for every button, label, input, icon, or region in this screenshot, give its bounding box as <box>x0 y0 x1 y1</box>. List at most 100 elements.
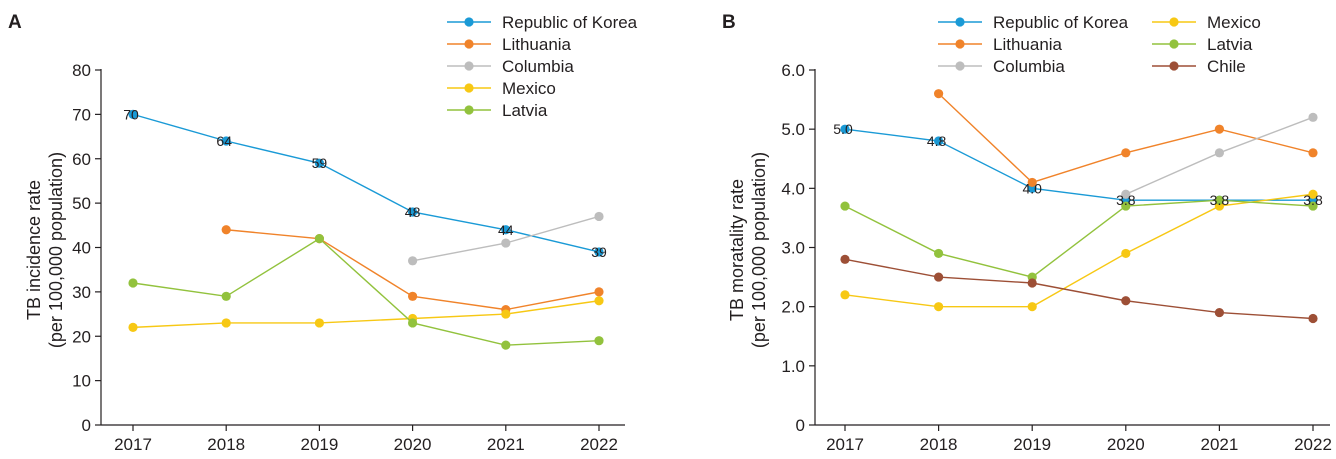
data-point <box>221 291 231 301</box>
x-tick-label: 2020 <box>394 435 432 454</box>
data-point <box>594 211 604 222</box>
series-latvia <box>840 195 1318 282</box>
data-label: 59 <box>312 155 328 171</box>
data-point <box>221 225 231 235</box>
data-point <box>1214 148 1224 158</box>
series-mexico <box>128 296 604 332</box>
legend-label: Republic of Korea <box>993 13 1129 32</box>
legend-label: Mexico <box>502 79 556 98</box>
x-tick-label: 2019 <box>1013 435 1051 454</box>
legend-swatch-marker <box>955 17 965 27</box>
y-tick-label: 1.0 <box>781 357 805 376</box>
y-tick-label: 5.0 <box>781 120 805 139</box>
x-tick-label: 2018 <box>207 435 245 454</box>
data-label: 48 <box>405 204 421 220</box>
data-point <box>1214 124 1224 134</box>
series-line <box>844 128 1313 201</box>
legend-item: Latvia <box>447 101 548 120</box>
legend-swatch-marker <box>1169 17 1179 27</box>
y-tick-label: 0 <box>796 416 805 435</box>
y-tick-label: 40 <box>72 239 91 258</box>
series-latvia <box>128 234 604 350</box>
series-columbia <box>408 211 604 266</box>
legend-label: Lithuania <box>993 35 1063 54</box>
data-point <box>934 248 944 259</box>
x-tick-label: 2022 <box>1294 435 1332 454</box>
series-columbia <box>1121 112 1318 199</box>
series-line <box>844 258 1314 320</box>
data-label: 44 <box>498 222 514 238</box>
legend: Republic of Korea Lithuania Columbia Mexico… <box>938 13 1261 76</box>
legend-label: Chile <box>1207 57 1246 76</box>
data-label: 3.8 <box>1116 192 1136 208</box>
legend-swatch-marker <box>464 17 474 27</box>
y-tick-label: 0 <box>82 416 91 435</box>
y-tick-label: 10 <box>72 372 91 391</box>
legend-swatch-marker <box>955 61 965 71</box>
data-label: 4.8 <box>927 133 947 149</box>
data-label: 4.0 <box>1022 180 1042 196</box>
data-point <box>501 340 511 350</box>
series-line <box>132 237 600 346</box>
panel-letter: A <box>8 12 22 33</box>
x-tick-label: 2017 <box>826 435 864 454</box>
legend-item: Chile <box>1152 57 1246 76</box>
legend-item: Columbia <box>938 57 1065 76</box>
data-point <box>1121 248 1131 259</box>
data-point <box>840 254 850 264</box>
data-point <box>501 238 511 248</box>
data-point <box>1027 278 1037 288</box>
y-tick-label: 70 <box>72 105 91 124</box>
series-mexico <box>840 189 1318 312</box>
data-point <box>408 318 418 328</box>
legend-label: Lithuania <box>502 35 572 54</box>
y-axis-title: TB moratality rate <box>727 179 747 321</box>
data-point <box>1027 302 1037 312</box>
series-line <box>844 193 1314 308</box>
data-label: 64 <box>216 133 232 149</box>
data-point <box>1121 296 1131 306</box>
legend-item: Lithuania <box>938 35 1063 54</box>
legend-swatch-marker <box>955 39 965 49</box>
data-label: 3.8 <box>1303 192 1323 208</box>
data-point <box>408 207 418 217</box>
legend-item: Republic of Korea <box>938 13 1129 32</box>
data-point <box>934 136 944 146</box>
data-point <box>594 296 604 306</box>
data-point <box>594 247 604 257</box>
legend-swatch-marker <box>464 83 474 93</box>
series-lithuania <box>221 225 604 315</box>
series-line <box>844 199 1314 278</box>
data-label: 39 <box>591 244 607 260</box>
y-tick-label: 2.0 <box>781 298 805 317</box>
series-republic-of-korea <box>128 109 604 257</box>
legend-swatch-marker <box>464 61 474 71</box>
legend-label: Latvia <box>1207 35 1253 54</box>
data-point <box>1308 189 1318 199</box>
data-point <box>128 278 138 288</box>
y-tick-label: 80 <box>72 61 91 80</box>
legend-item: Republic of Korea <box>447 13 638 32</box>
legend-label: Columbia <box>993 57 1065 76</box>
legend-swatch-marker <box>1169 39 1179 49</box>
x-tick-label: 2021 <box>487 435 525 454</box>
data-point <box>594 336 604 346</box>
y-tick-label: 30 <box>72 283 91 302</box>
legend-label: Republic of Korea <box>502 13 638 32</box>
legend-swatch-marker <box>464 105 474 115</box>
x-tick-label: 2017 <box>114 435 152 454</box>
y-tick-label: 4.0 <box>781 179 805 198</box>
y-tick-label: 50 <box>72 194 91 213</box>
data-point <box>128 109 138 119</box>
legend-item: Columbia <box>447 57 574 76</box>
data-point <box>840 124 850 134</box>
panel-a: A TB incidence rate (per 100,000 populatio… <box>8 12 638 454</box>
data-point <box>840 201 850 211</box>
series-lithuania <box>934 89 1318 188</box>
data-point <box>314 158 324 168</box>
data-point <box>221 136 231 146</box>
data-point <box>314 318 324 328</box>
legend-label: Mexico <box>1207 13 1261 32</box>
data-label: 5.0 <box>833 121 853 137</box>
